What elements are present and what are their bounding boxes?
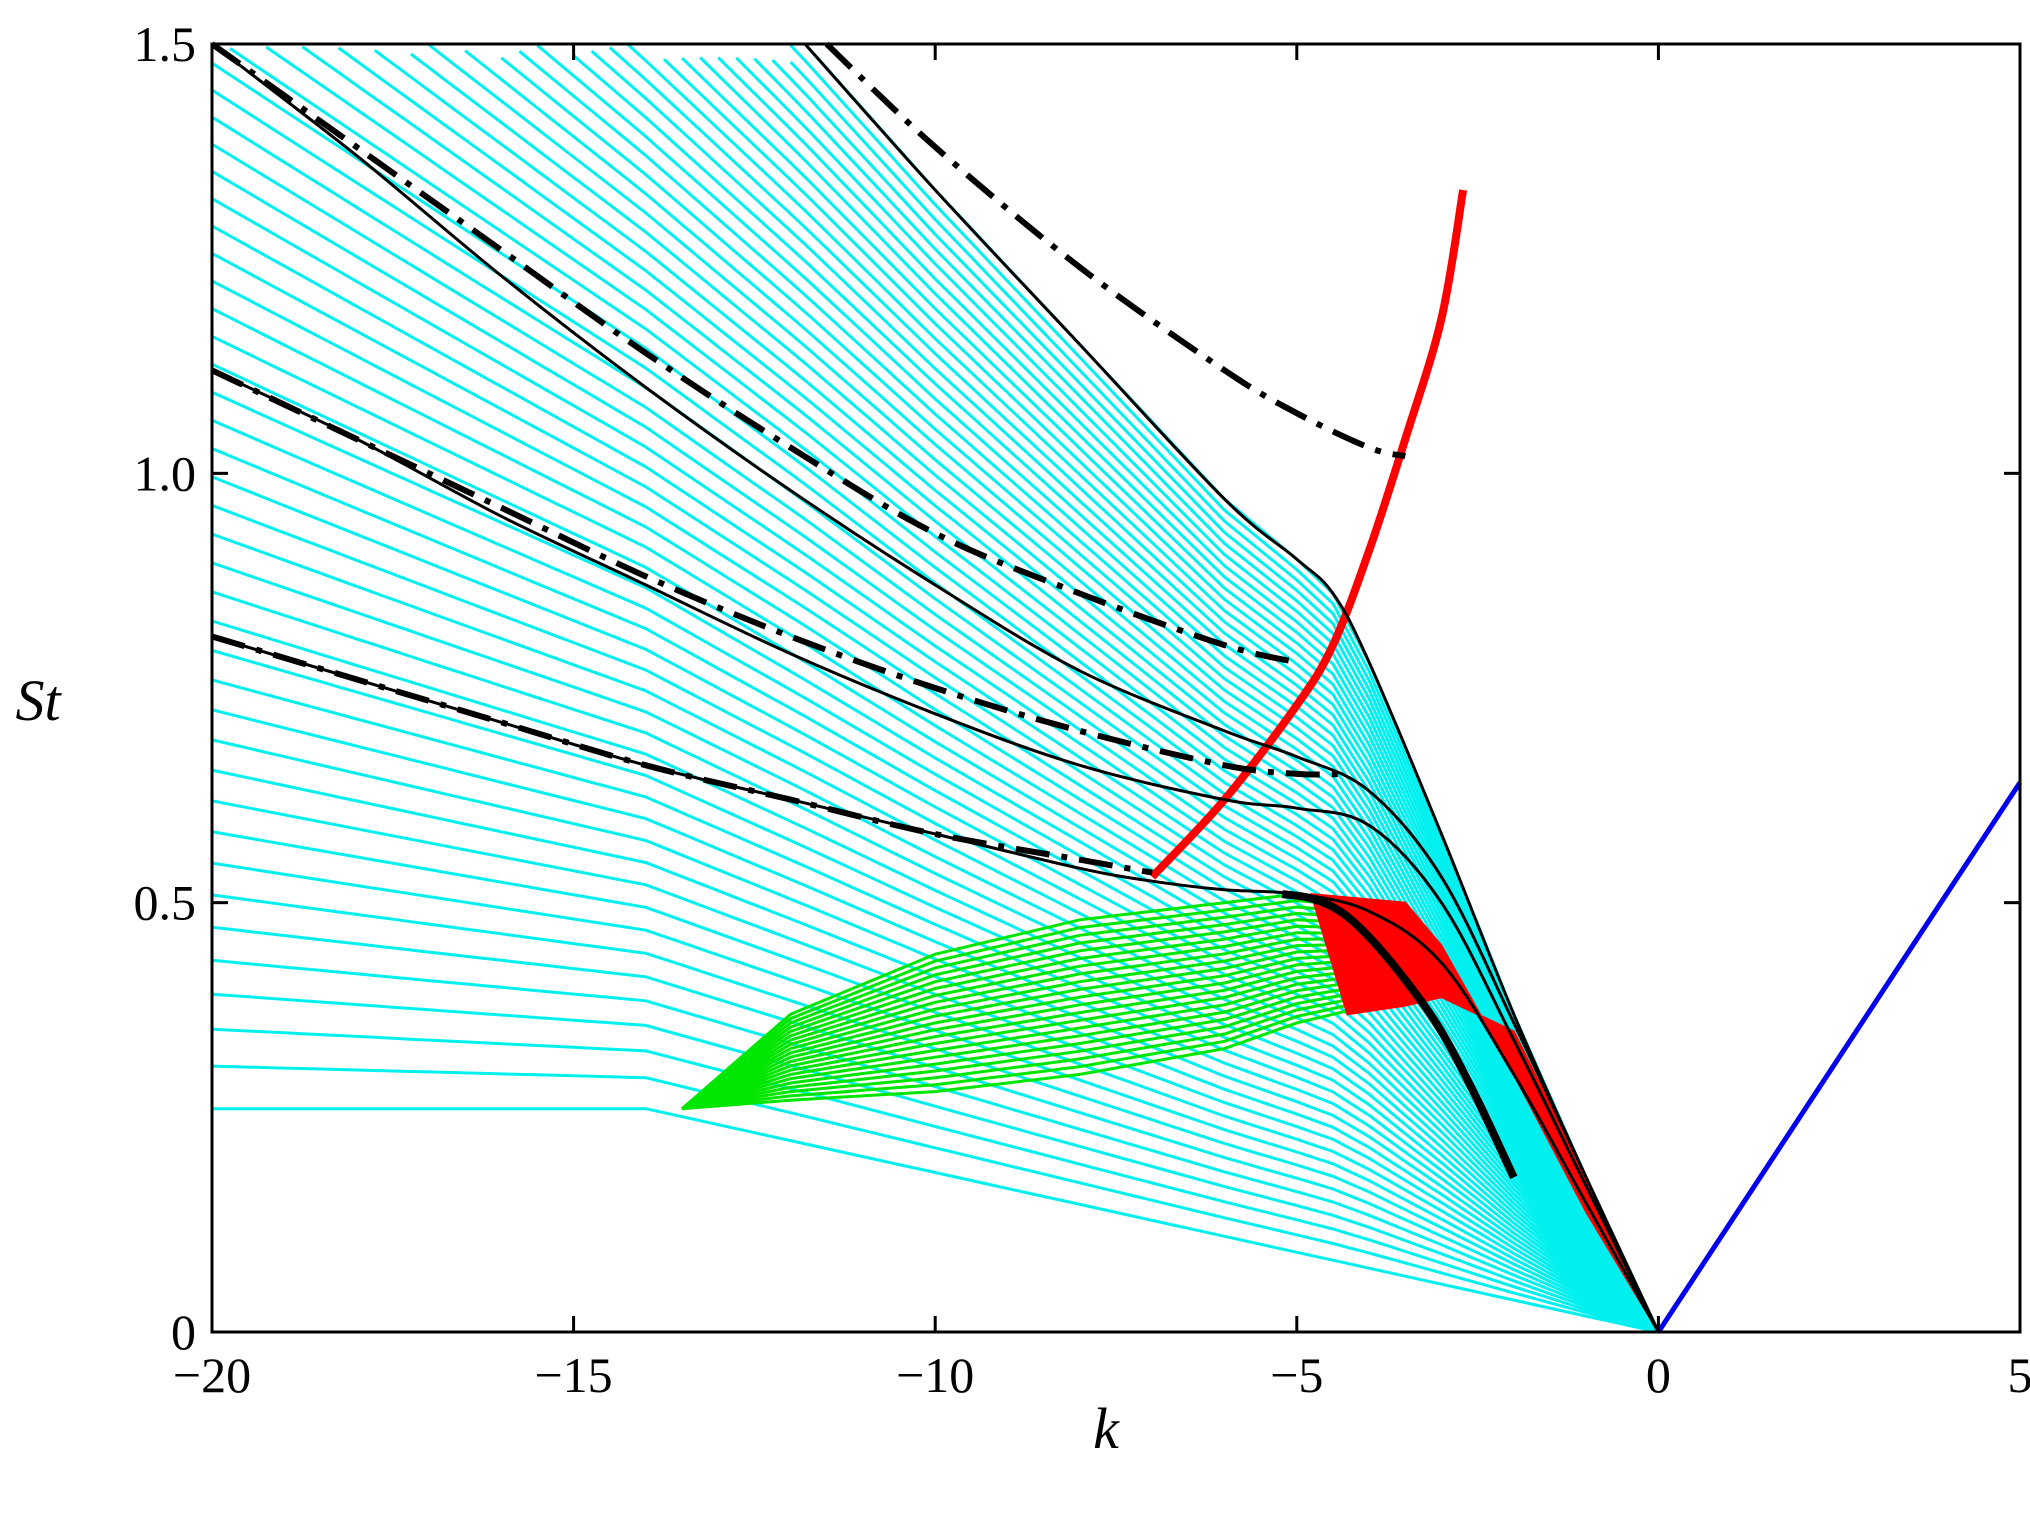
cyan-curve (211, 279, 1660, 1333)
cyan-curve (681, 57, 1660, 1333)
series-layer (210, 41, 2023, 1334)
x-axis-label: k (1093, 1396, 1120, 1461)
cyan-curve (211, 893, 1660, 1334)
green-curve (681, 957, 1370, 1111)
dash-dot-curve (210, 367, 1348, 778)
black-curve (211, 42, 1660, 1333)
green-curve (681, 963, 1370, 1111)
black-curve (211, 635, 1660, 1333)
cyan-curve (735, 56, 1660, 1333)
green-curve (681, 905, 1370, 1110)
cyan-curve (211, 925, 1659, 1334)
cyan-curve (211, 619, 1660, 1334)
cyan-curve (626, 43, 1660, 1333)
y-tick-labels: 0 0.5 1.0 1.5 (134, 16, 197, 1360)
cyan-curve (608, 46, 1660, 1333)
green-curve (681, 983, 1370, 1111)
dash-dot-curve (210, 41, 1298, 666)
green-curve-family (681, 892, 1370, 1111)
cyan-curve (211, 1064, 1659, 1334)
green-curve (681, 1004, 1370, 1111)
cyan-curve (789, 44, 1660, 1333)
cyan-curve (211, 768, 1660, 1334)
x-tick-label: 5 (2008, 1347, 2030, 1403)
cyan-curve (211, 992, 1659, 1334)
red-thick-curve (1149, 189, 1468, 880)
x-tick-label: −10 (896, 1347, 974, 1403)
cyan-curve (211, 532, 1660, 1334)
cyan-curve (211, 958, 1659, 1334)
cyan-curve (211, 252, 1660, 1333)
black-curve (211, 368, 1660, 1333)
dash-dot-curve (824, 41, 1407, 460)
y-axis-label: St (15, 668, 62, 733)
cyan-curve (211, 390, 1660, 1334)
x-tick-labels: −20 −15 −10 −5 0 5 (173, 1347, 2030, 1403)
cyan-curve (211, 307, 1660, 1333)
y-tick-label: 0 (171, 1304, 196, 1360)
black-thick-curve (1281, 890, 1518, 1180)
dash-dot-curve (211, 633, 1153, 876)
green-curve (681, 924, 1370, 1110)
green-curve (681, 952, 1370, 1111)
y-tick-label: 0.5 (134, 875, 197, 931)
cyan-curve (211, 334, 1660, 1334)
cyan-curve (211, 708, 1660, 1334)
plot-frame (210, 42, 2022, 1334)
cyan-curve (211, 590, 1660, 1334)
x-tick-label: −20 (173, 1347, 251, 1403)
cyan-curve (211, 561, 1660, 1334)
cyan-curve (572, 54, 1660, 1333)
x-tick-label: 0 (1646, 1347, 1671, 1403)
blue-curve (1656, 781, 2023, 1334)
cyan-curve (211, 362, 1660, 1334)
green-curve (681, 947, 1370, 1111)
cyan-curve (211, 475, 1660, 1334)
green-curve (681, 968, 1370, 1111)
cyan-curve (212, 1107, 1659, 1334)
green-curve (681, 993, 1370, 1111)
y-tick-label: 1.0 (134, 445, 197, 501)
green-curve (681, 999, 1370, 1111)
green-curve (681, 937, 1370, 1110)
axis-ticks (210, 42, 2022, 1334)
cyan-curve (590, 50, 1660, 1333)
cyan-curve (211, 1027, 1659, 1334)
green-curve (681, 978, 1370, 1111)
green-curve (681, 973, 1370, 1111)
cyan-curve (211, 830, 1660, 1334)
green-curve (681, 988, 1370, 1111)
cyan-curve (518, 50, 1660, 1333)
green-curve (681, 898, 1370, 1110)
y-tick-label: 1.5 (134, 16, 197, 72)
cyan-curve (753, 57, 1660, 1333)
cyan-curve (373, 49, 1660, 1333)
cyan-curve (662, 58, 1660, 1333)
green-curve (681, 892, 1370, 1110)
cyan-curve (211, 447, 1660, 1334)
cyan-curve (211, 418, 1660, 1334)
green-curve (681, 942, 1370, 1111)
x-tick-label: −15 (534, 1347, 612, 1403)
cyan-curve (536, 44, 1660, 1333)
green-curve (681, 918, 1370, 1110)
cyan-curve (211, 678, 1660, 1334)
green-curve (681, 931, 1370, 1110)
green-curve (681, 911, 1370, 1110)
cyan-curve (211, 738, 1660, 1334)
cyan-curve (211, 197, 1660, 1333)
cyan-curve (211, 648, 1660, 1334)
x-tick-label: −5 (1270, 1347, 1323, 1403)
cyan-curve (211, 503, 1660, 1334)
cyan-curve (211, 224, 1660, 1333)
